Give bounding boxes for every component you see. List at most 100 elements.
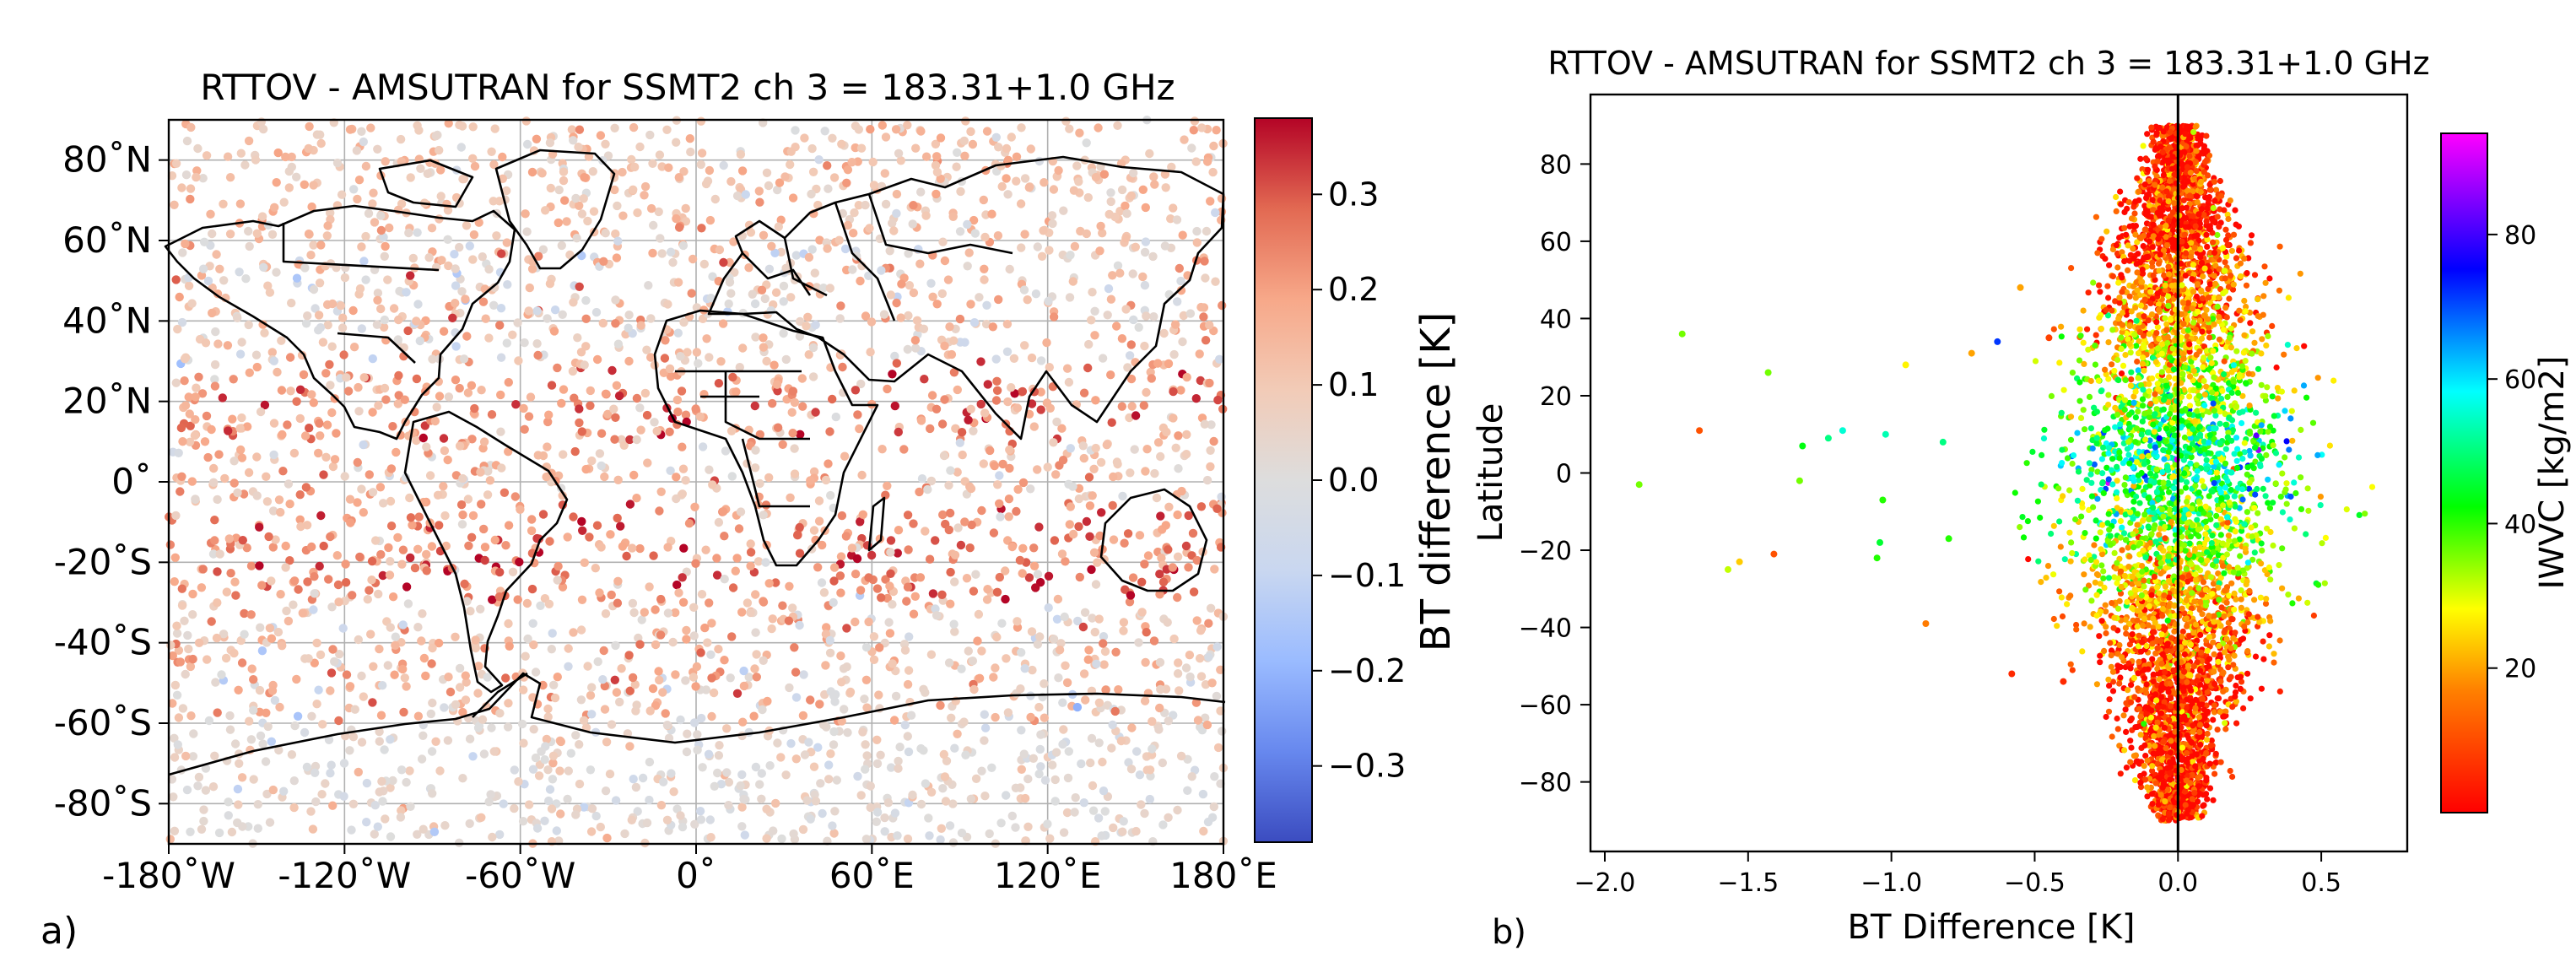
map-point xyxy=(1107,743,1116,753)
map-point xyxy=(385,570,395,580)
map-point xyxy=(842,662,851,672)
map-point xyxy=(1065,293,1075,302)
map-point xyxy=(692,303,702,312)
map-point xyxy=(1138,185,1148,194)
map-point xyxy=(949,336,959,345)
map-point xyxy=(293,711,303,721)
map-point xyxy=(1007,811,1018,821)
map-point xyxy=(461,671,470,680)
map-point xyxy=(348,799,359,808)
map-point xyxy=(932,404,942,413)
map-point xyxy=(1202,475,1212,485)
map-point xyxy=(478,715,488,724)
map-point xyxy=(245,368,254,377)
map-point xyxy=(1211,277,1220,286)
map-point xyxy=(233,488,242,498)
map-point xyxy=(793,530,802,539)
map-point xyxy=(610,123,619,132)
map-point xyxy=(355,552,365,562)
map-point xyxy=(258,739,267,749)
map-point xyxy=(316,650,326,660)
map-point xyxy=(327,760,336,770)
map-point xyxy=(1045,246,1054,255)
map-point xyxy=(629,185,638,194)
map-point xyxy=(233,313,242,322)
map-point xyxy=(269,450,278,460)
map-point xyxy=(1145,149,1154,159)
map-point xyxy=(1088,491,1097,500)
map-point xyxy=(1079,669,1089,678)
map-point xyxy=(940,341,949,351)
map-point xyxy=(682,625,691,635)
map-point xyxy=(186,194,195,204)
map-point xyxy=(903,121,912,130)
map-point xyxy=(1040,178,1049,187)
map-point xyxy=(1026,144,1036,154)
map-point xyxy=(391,632,400,641)
map-point xyxy=(1083,655,1094,664)
map-point xyxy=(1210,565,1219,574)
map-point xyxy=(495,709,505,718)
map-point xyxy=(375,787,384,797)
map-point xyxy=(406,173,415,182)
map-point xyxy=(237,413,246,423)
map-point xyxy=(678,489,687,499)
map-point xyxy=(473,689,483,698)
map-point xyxy=(321,369,331,378)
map-point xyxy=(625,500,635,509)
map-point xyxy=(374,589,383,599)
map-point xyxy=(1065,520,1075,529)
map-point xyxy=(838,362,847,372)
map-point xyxy=(307,202,316,212)
map-point xyxy=(853,410,862,419)
map-point xyxy=(1141,237,1151,246)
map-point xyxy=(359,137,368,147)
map-point xyxy=(210,359,220,370)
map-point xyxy=(1113,261,1123,270)
map-point xyxy=(867,317,877,327)
map-point xyxy=(706,294,716,303)
map-point xyxy=(380,251,389,261)
map-point xyxy=(860,765,870,774)
map-point xyxy=(315,561,324,571)
scatter-point xyxy=(2233,255,2240,262)
map-point xyxy=(671,670,680,679)
map-point xyxy=(856,791,866,800)
map-point xyxy=(856,276,865,286)
map-point xyxy=(828,821,837,830)
map-point xyxy=(1048,760,1057,770)
map-point xyxy=(484,333,494,343)
map-point xyxy=(872,808,883,817)
map-point xyxy=(285,353,295,362)
map-point xyxy=(697,590,707,599)
map-point xyxy=(728,583,738,592)
map-point xyxy=(422,442,431,451)
map-point xyxy=(402,288,411,297)
map-point xyxy=(1108,720,1117,730)
map-point xyxy=(287,162,296,172)
map-point xyxy=(577,595,587,604)
map-point xyxy=(989,673,998,682)
map-point xyxy=(225,711,235,721)
map-point xyxy=(773,386,782,396)
map-point xyxy=(1123,363,1132,372)
scatter-point xyxy=(2080,407,2087,413)
map-y-tick-label: -60˚S xyxy=(54,702,152,743)
map-point xyxy=(1015,555,1025,565)
map-x-tick-label: -60˚W xyxy=(465,855,575,896)
map-point xyxy=(1079,388,1089,397)
map-point xyxy=(615,697,624,707)
map-point xyxy=(276,507,285,517)
map-point xyxy=(772,380,782,389)
map-point xyxy=(831,412,840,422)
map-point xyxy=(397,157,406,166)
map-point xyxy=(773,423,783,432)
map-point xyxy=(314,448,323,458)
scatter-point xyxy=(2093,681,2100,688)
map-point xyxy=(504,619,513,629)
map-point xyxy=(610,675,619,684)
map-point xyxy=(564,644,573,653)
map-point xyxy=(738,343,748,353)
map-point xyxy=(764,579,774,588)
map-point xyxy=(342,373,351,382)
